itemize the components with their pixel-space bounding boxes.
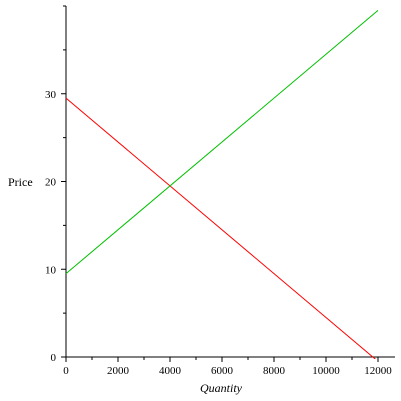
x-tick-label: 6000 [211,365,234,377]
x-tick-label: 0 [63,365,69,377]
series-line-green [65,10,379,275]
axes [61,5,395,362]
x-tick-label: 2000 [107,365,130,377]
y-tick-label: 30 [45,89,57,101]
tick-labels: 0 2000 4000 6000 8000 10000 12000 0 10 20 30 [45,89,392,377]
x-axis-label: Quantity [200,381,243,395]
series-line-red [65,97,376,359]
series-layer [65,10,379,359]
y-tick-label: 10 [45,264,57,276]
y-tick-label: 0 [51,352,57,364]
x-tick-label: 8000 [263,365,286,377]
x-tick-label: 10000 [312,365,340,377]
x-tick-label: 4000 [159,365,182,377]
y-tick-label: 20 [45,177,57,189]
y-axis-label: Price [8,175,33,189]
x-tick-label: 12000 [364,365,392,377]
